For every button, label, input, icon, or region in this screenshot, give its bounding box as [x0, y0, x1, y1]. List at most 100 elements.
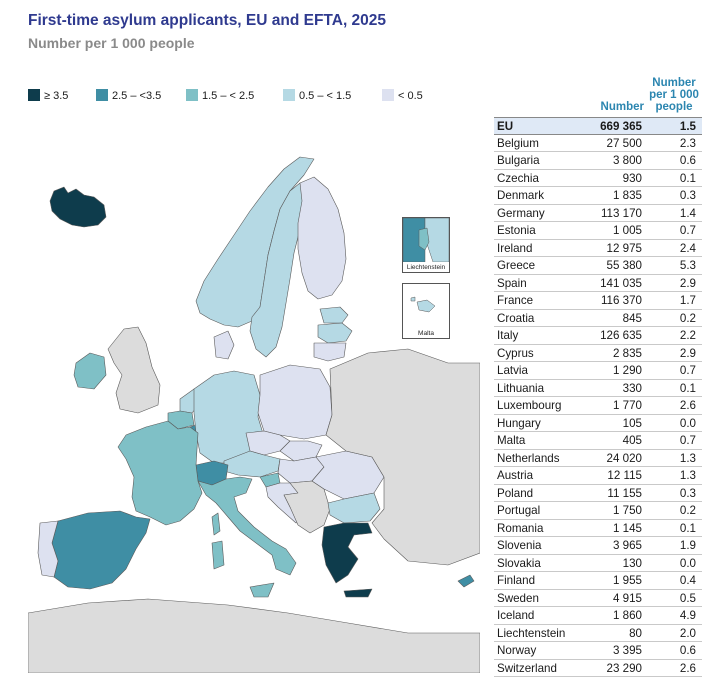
- row-per-1000: 0.1: [679, 381, 696, 395]
- row-name: Netherlands: [497, 451, 560, 465]
- row-per-1000: 2.6: [679, 399, 696, 412]
- map-crete: [343, 588, 373, 598]
- row-per-1000: 0.1: [679, 171, 696, 185]
- row-number: 1 860: [612, 609, 642, 622]
- row-number: 1 750: [612, 504, 642, 517]
- inset-malta-label: Malta: [418, 330, 434, 337]
- table-row: Romania 1 145 0.1: [494, 520, 702, 537]
- row-per-1000: 0.4: [679, 574, 696, 587]
- table-row: Sweden 4 915 0.5: [494, 590, 702, 607]
- row-number: 126 635: [600, 329, 642, 342]
- map-poland: [257, 364, 333, 440]
- map-lithuania: [313, 342, 347, 362]
- map-bulgaria: [327, 492, 381, 524]
- row-number: 1 005: [612, 224, 642, 237]
- table-row: Iceland 1 860 4.9: [494, 607, 702, 625]
- row-number: 116 370: [600, 294, 642, 307]
- row-per-1000: 1.4: [679, 206, 696, 220]
- table-row: Latvia 1 290 0.7: [494, 362, 702, 380]
- row-per-1000: 0.2: [679, 504, 696, 517]
- row-name: Hungary: [497, 416, 541, 430]
- legend-item-lt-0-5: < 0.5: [382, 89, 423, 103]
- table-row: Croatia 845 0.2: [494, 310, 702, 327]
- row-per-1000: 0.6: [679, 644, 696, 657]
- row-per-1000: 2.3: [679, 136, 696, 150]
- map-iceland: [49, 186, 107, 228]
- inset-malta: Malta: [402, 283, 450, 339]
- row-number: 3 395: [612, 644, 642, 657]
- row-per-1000: 0.3: [679, 486, 696, 500]
- table-row: Estonia 1 005 0.7: [494, 222, 702, 240]
- table-row: Norway 3 395 0.6: [494, 642, 702, 660]
- row-per-1000: 5.3: [679, 259, 696, 272]
- table-header: Number Number per 1 000 people: [494, 58, 702, 117]
- legend-label: 1.5 – < 2.5: [202, 90, 255, 102]
- row-per-1000: 0.3: [679, 189, 696, 202]
- row-per-1000: 0.5: [679, 591, 696, 605]
- row-number: 141 035: [600, 276, 642, 290]
- inset-liechtenstein-map: [403, 218, 449, 262]
- table-row: Hungary 105 0.0: [494, 415, 702, 432]
- legend-label: 2.5 – <3.5: [112, 90, 162, 102]
- row-number: 23 290: [606, 661, 642, 675]
- row-per-1000: 0.2: [679, 311, 696, 325]
- row-number: 12 115: [607, 469, 642, 482]
- row-per-1000: 0.6: [679, 154, 696, 167]
- row-number: 930: [622, 171, 642, 185]
- table-body: Belgium 27 500 2.3 Bulgaria 3 800 0.6 Czechia 9…: [494, 135, 702, 677]
- row-per-1000: 1.5: [679, 120, 696, 133]
- table-row: Ireland 12 975 2.4: [494, 240, 702, 257]
- legend-item-1-5-2-5: 1.5 – < 2.5: [186, 89, 254, 103]
- table-row: Bulgaria 3 800 0.6: [494, 152, 702, 170]
- row-number: 3 800: [612, 154, 642, 167]
- row-number: 12 975: [606, 241, 642, 255]
- row-per-1000: 1.7: [679, 294, 696, 307]
- inset-malta-map: [410, 296, 436, 313]
- chart-title: First-time asylum applicants, EU and EFT…: [28, 12, 387, 29]
- map-finland: [297, 176, 347, 300]
- column-header-number: Number: [600, 101, 644, 113]
- map-north-africa: [28, 598, 480, 673]
- row-name: Slovenia: [497, 539, 542, 552]
- row-name: Switzerland: [497, 661, 557, 675]
- table-row: Austria 12 115 1.3: [494, 467, 702, 485]
- map-estonia: [319, 306, 349, 324]
- table-row: Malta 405 0.7: [494, 432, 702, 450]
- row-per-1000: 0.7: [679, 434, 696, 447]
- row-number: 105: [622, 416, 642, 430]
- map-east: [325, 348, 480, 566]
- table-row: Germany 113 170 1.4: [494, 205, 702, 222]
- row-name: Italy: [497, 329, 519, 342]
- map-italy: [197, 476, 297, 576]
- row-name: Ireland: [497, 241, 533, 255]
- row-number: 27 500: [606, 136, 642, 150]
- row-number: 845: [622, 311, 642, 325]
- map-portugal: [37, 520, 59, 578]
- table-row: Greece 55 380 5.3: [494, 257, 702, 275]
- row-per-1000: 1.3: [679, 451, 696, 465]
- row-per-1000: 0.7: [679, 224, 696, 237]
- legend-label: 0.5 – < 1.5: [299, 90, 352, 102]
- map-latvia: [317, 322, 353, 344]
- row-name: Lithuania: [497, 381, 545, 395]
- table-row: Lithuania 330 0.1: [494, 380, 702, 397]
- map-cyprus: [457, 574, 475, 588]
- row-name: Iceland: [497, 609, 535, 622]
- table-row: Finland 1 955 0.4: [494, 572, 702, 590]
- map-svg: [28, 156, 480, 673]
- row-per-1000: 1.9: [679, 539, 696, 552]
- row-number: 1 290: [612, 364, 642, 377]
- row-number: 4 915: [612, 591, 642, 605]
- row-number: 24 020: [606, 451, 642, 465]
- row-name: Latvia: [497, 364, 528, 377]
- row-name: Greece: [497, 259, 536, 272]
- row-per-1000: 2.0: [679, 626, 696, 640]
- table-row: Switzerland 23 290 2.6: [494, 660, 702, 677]
- row-name: Liechtenstein: [497, 626, 566, 640]
- legend-swatch: [382, 89, 394, 101]
- row-number: 1 835: [612, 189, 642, 202]
- row-number: 330: [622, 381, 642, 395]
- map-denmark: [213, 330, 235, 360]
- map-uk: [107, 326, 161, 414]
- row-number: 1 770: [612, 399, 642, 412]
